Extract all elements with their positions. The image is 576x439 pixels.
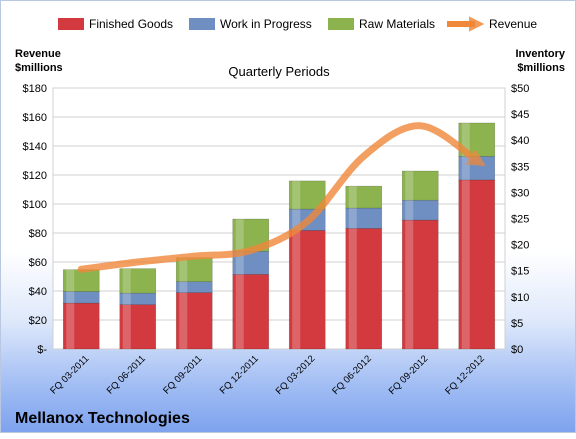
bar-finished-goods <box>119 304 157 350</box>
bar-highlight <box>179 257 188 282</box>
left-tick-label: $80 <box>29 228 47 240</box>
x-tick-label: FQ 03-2011 <box>48 353 91 396</box>
chart-title: Quarterly Periods <box>228 64 330 79</box>
bar-highlight <box>66 269 75 292</box>
right-tick-label: $40 <box>511 135 529 147</box>
right-tick-label: $0 <box>511 344 523 356</box>
bar-finished-goods <box>288 230 326 350</box>
x-tick-label: FQ 12-2012 <box>443 353 487 397</box>
left-tick-label: $- <box>37 344 47 356</box>
x-axis-labels: FQ 03-2011 FQ 06-2011 FQ 09-2011 FQ 12-2011… <box>48 353 487 397</box>
left-axis-ticks: $- $20 $40 $60 $80 $100 $120 $140 $160 $180 <box>23 83 48 356</box>
bar-highlight <box>66 303 75 349</box>
bar-highlight <box>461 156 470 180</box>
bar-highlight <box>348 228 357 349</box>
legend-label-raw-materials: Raw Materials <box>359 17 435 31</box>
bar-highlight <box>405 220 414 349</box>
right-tick-label: $45 <box>511 109 529 121</box>
bar-highlight <box>122 268 131 294</box>
bar-finished-goods <box>345 228 383 350</box>
left-tick-label: $40 <box>29 286 47 298</box>
bar-raw-materials <box>345 185 383 209</box>
bar-highlight <box>405 200 414 221</box>
x-tick-label: FQ 03-2012 <box>274 353 318 397</box>
x-tick-label: FQ 06-2012 <box>330 353 374 397</box>
right-axis-title-line1: Inventory <box>515 48 565 60</box>
bar-finished-goods <box>62 302 100 350</box>
legend-swatch-raw-materials <box>328 18 354 30</box>
legend: Finished Goods Work in Progress Raw Mate… <box>58 16 537 32</box>
bar-highlight <box>292 230 301 349</box>
x-tick-label: FQ 09-2011 <box>161 353 204 396</box>
right-tick-label: $15 <box>511 266 529 278</box>
left-tick-label: $140 <box>23 141 47 153</box>
x-tick-label: FQ 09-2012 <box>387 353 431 397</box>
right-tick-label: $10 <box>511 292 529 304</box>
right-axis-title-line2: $millions <box>517 62 565 74</box>
revenue-line <box>77 122 487 273</box>
right-tick-label: $35 <box>511 161 529 173</box>
legend-swatch-finished-goods <box>58 18 84 30</box>
legend-label-work-in-progress: Work in Progress <box>220 17 312 31</box>
bar-highlight <box>461 179 470 349</box>
bar-highlight <box>348 186 357 209</box>
bar-highlight <box>235 274 244 349</box>
bar-highlight <box>405 170 414 201</box>
right-tick-label: $5 <box>511 318 523 330</box>
left-tick-label: $160 <box>23 112 47 124</box>
x-tick-label: FQ 06-2011 <box>105 353 148 396</box>
bar-highlight <box>235 251 244 275</box>
bar-highlight <box>122 304 131 349</box>
left-axis-title-line2: $millions <box>15 62 63 74</box>
bar-highlight <box>66 291 75 304</box>
right-tick-label: $25 <box>511 214 529 226</box>
left-tick-label: $20 <box>29 315 47 327</box>
bar-raw-materials <box>401 170 439 201</box>
bars-group <box>62 122 496 350</box>
right-tick-label: $20 <box>511 240 529 252</box>
company-name: Mellanox Technologies <box>15 410 190 427</box>
left-tick-label: $180 <box>23 83 47 95</box>
bar-highlight <box>235 219 244 252</box>
left-tick-label: $60 <box>29 257 47 269</box>
left-axis-title-line1: Revenue <box>15 48 61 60</box>
legend-label-revenue: Revenue <box>489 17 537 31</box>
bar-finished-goods <box>175 292 213 350</box>
bar-finished-goods <box>232 274 270 350</box>
bar-raw-materials <box>119 268 157 294</box>
right-tick-label: $50 <box>511 83 529 95</box>
bar-highlight <box>122 293 131 305</box>
bar-finished-goods <box>458 179 496 350</box>
right-tick-label: $30 <box>511 187 529 199</box>
bar-highlight <box>348 208 357 229</box>
x-tick-label: FQ 12-2011 <box>218 353 261 396</box>
legend-swatch-work-in-progress <box>189 18 215 30</box>
bar-highlight <box>179 292 188 349</box>
left-tick-label: $100 <box>23 199 47 211</box>
bar-highlight <box>461 122 470 157</box>
bar-highlight <box>292 180 301 210</box>
left-tick-label: $120 <box>23 170 47 182</box>
bar-highlight <box>179 281 188 293</box>
legend-label-finished-goods: Finished Goods <box>89 17 173 31</box>
bar-highlight <box>292 209 301 231</box>
bar-raw-materials <box>175 257 213 282</box>
right-axis-ticks: $0 $5 $10 $15 $20 $25 $30 $35 $40 $45 $50 <box>511 83 529 356</box>
revenue-line-group <box>77 122 487 273</box>
